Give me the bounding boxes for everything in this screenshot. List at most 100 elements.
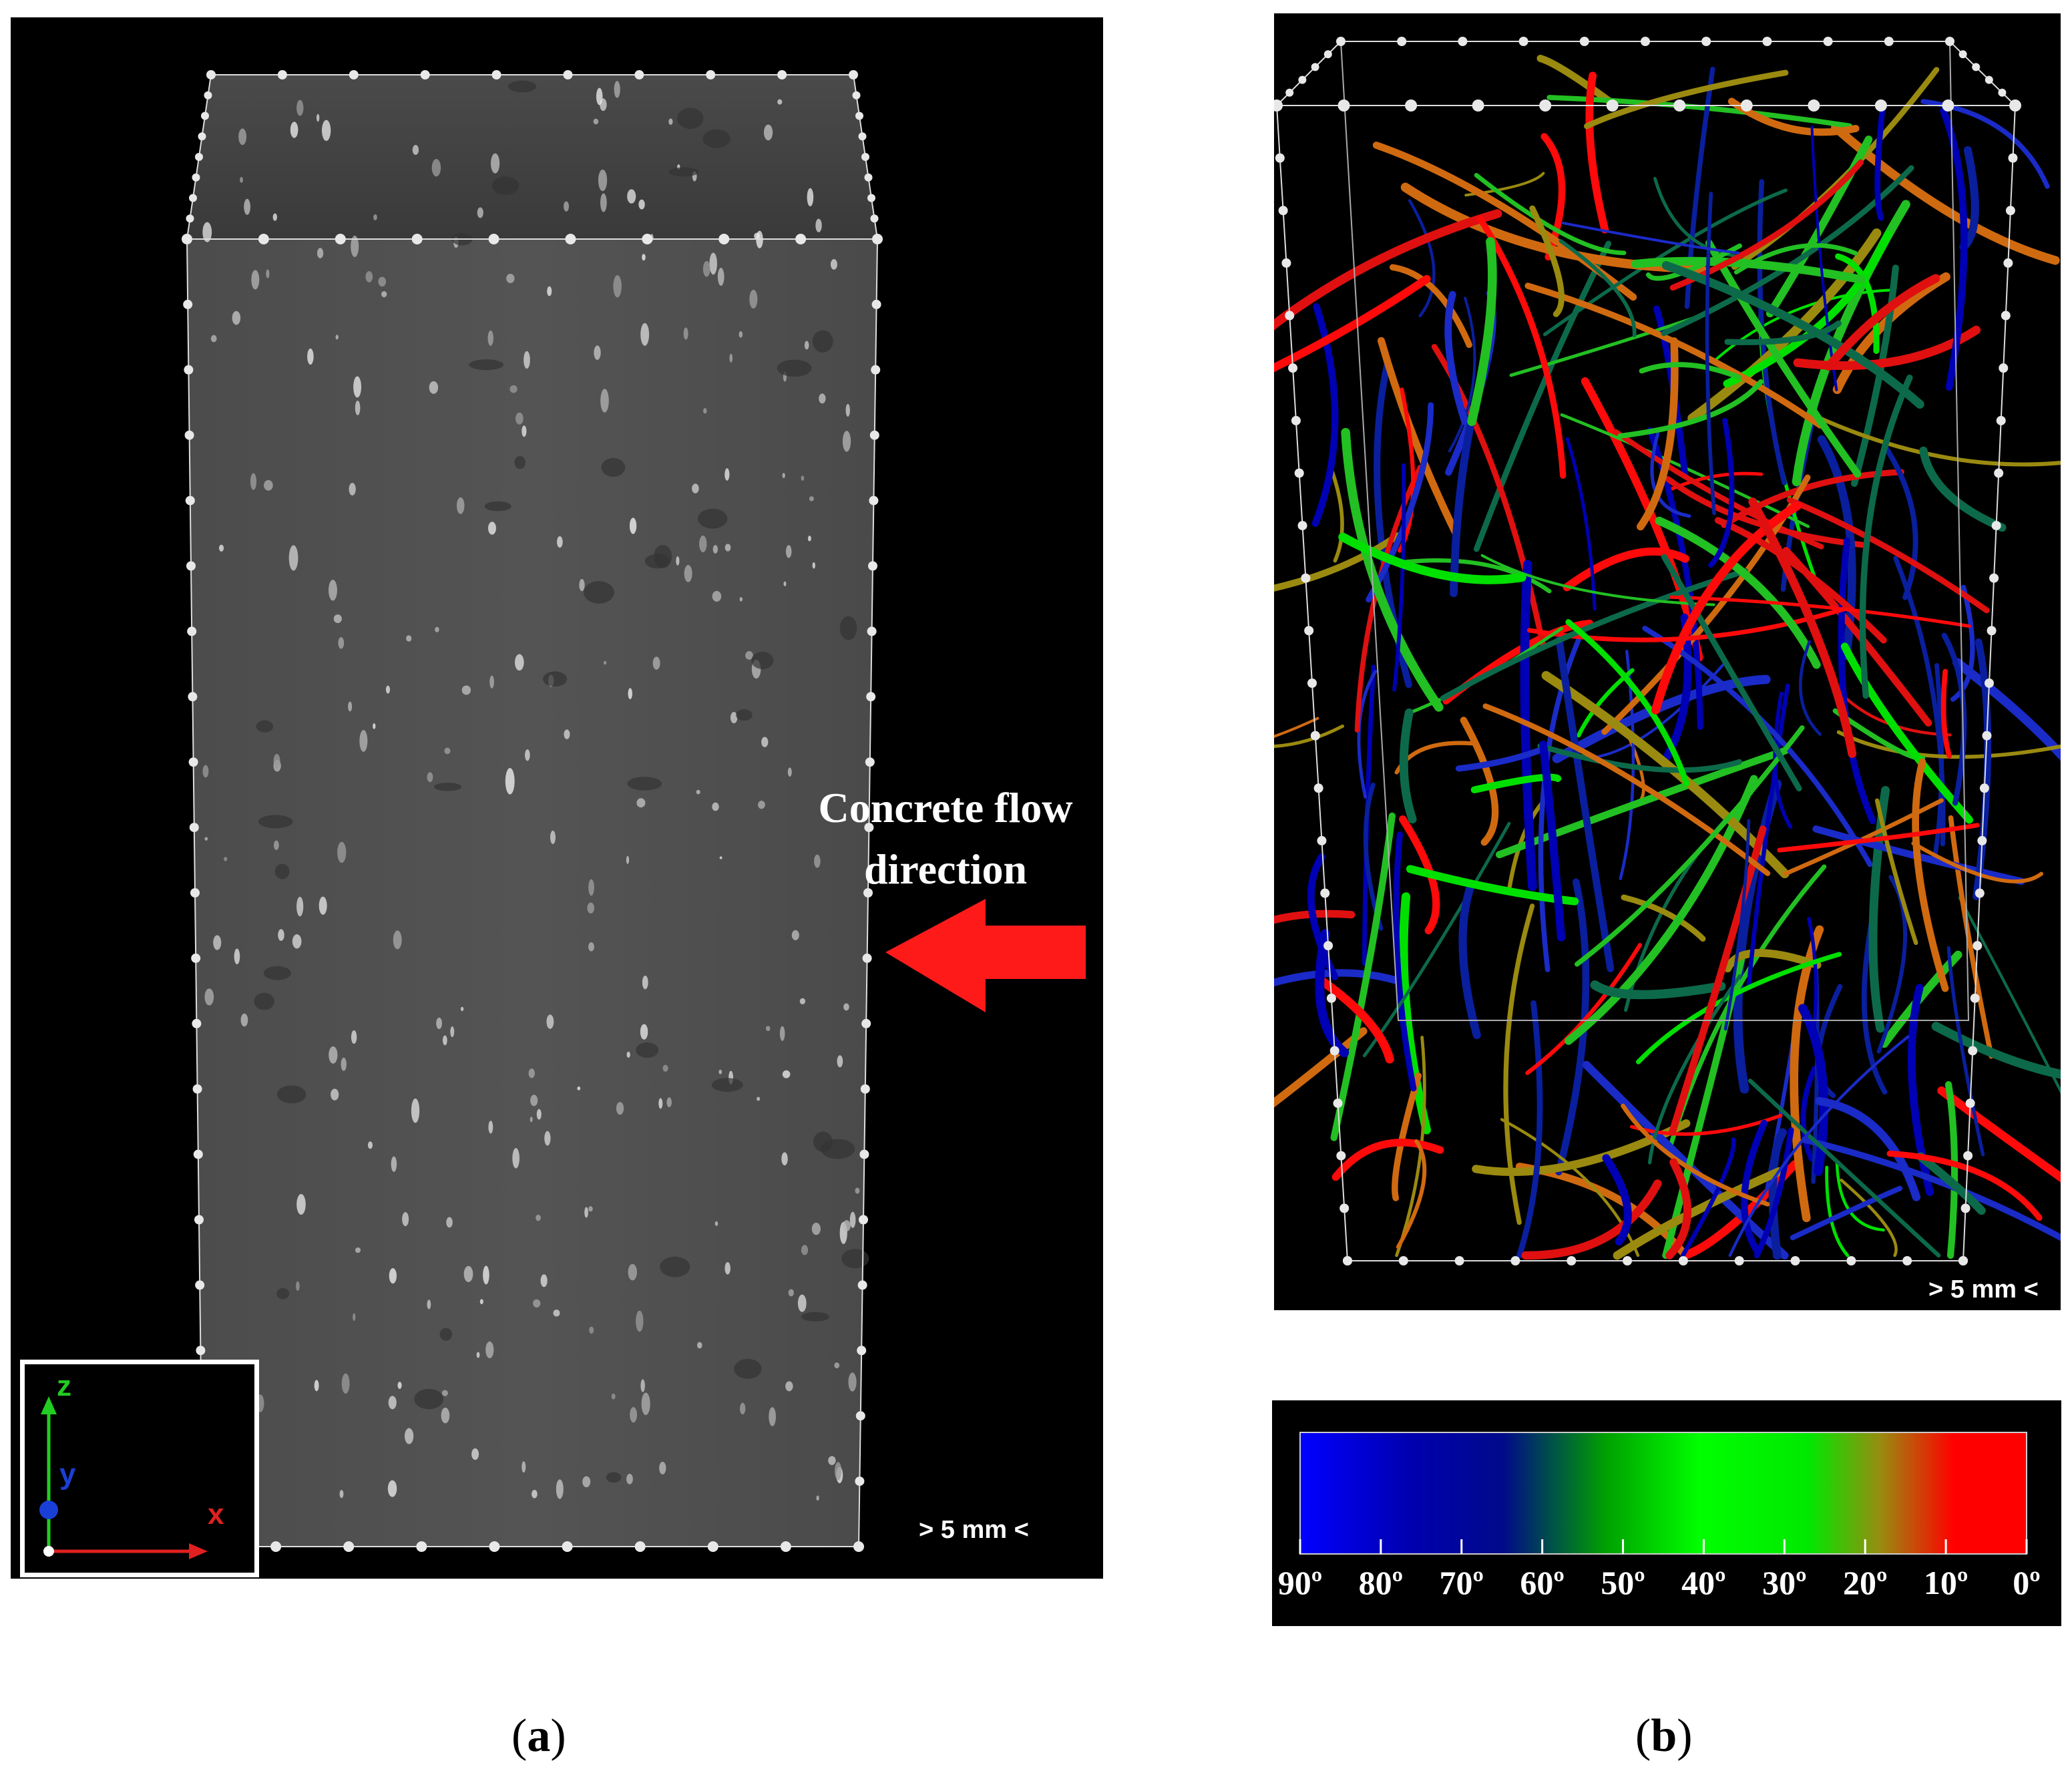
y-axis-label: y <box>59 1458 76 1491</box>
marker-dot <box>204 91 212 100</box>
marker-dot <box>1326 993 1336 1003</box>
fiber <box>1460 717 1499 846</box>
speckle <box>359 730 368 752</box>
speckle <box>588 879 594 896</box>
speckle <box>611 1393 616 1400</box>
fiber <box>1503 904 1535 1225</box>
marker-dot <box>864 173 873 182</box>
fiber <box>1669 595 1971 628</box>
speckle <box>603 660 607 665</box>
marker-dot <box>634 1541 646 1552</box>
fiber <box>1783 798 1944 876</box>
marker-dot <box>1641 37 1650 46</box>
fiber <box>1448 296 1476 453</box>
speckle <box>393 930 402 950</box>
void <box>584 581 614 604</box>
fiber <box>1669 159 1864 291</box>
void <box>514 455 526 469</box>
speckle <box>204 988 214 1006</box>
marker-dot <box>189 823 199 833</box>
marker-dot <box>1274 102 1281 110</box>
speckle <box>329 1046 338 1064</box>
void <box>254 992 274 1010</box>
speckle <box>797 1294 807 1312</box>
marker-dot <box>258 234 269 244</box>
fiber <box>1824 274 1940 371</box>
speckle <box>600 193 607 212</box>
marker-dot <box>187 626 197 636</box>
speckle <box>550 830 556 844</box>
fiber <box>1455 744 1551 772</box>
speckle <box>444 747 451 755</box>
speckle <box>782 473 785 479</box>
marker-dot <box>871 299 881 309</box>
speckle <box>485 1341 494 1358</box>
fiber <box>1330 812 1396 1141</box>
caption-b-close: ) <box>1677 1710 1693 1762</box>
void <box>734 1358 762 1379</box>
marker-dot <box>863 888 873 898</box>
speckle <box>712 590 722 602</box>
marker-dot <box>2003 258 2013 268</box>
speckle <box>577 1086 581 1091</box>
speckle <box>719 856 722 859</box>
void <box>777 359 812 377</box>
marker-dot <box>1994 468 2004 478</box>
speckle <box>640 323 650 346</box>
speckle <box>307 348 314 365</box>
void <box>491 176 520 195</box>
fiber <box>1331 1139 1444 1181</box>
speckle <box>684 565 692 582</box>
marker-dot <box>853 1541 864 1552</box>
speckle <box>353 1313 356 1322</box>
speckle <box>842 431 851 452</box>
speckle <box>588 1206 593 1212</box>
fiber <box>1474 172 1627 256</box>
flow-label-line1: Concrete flow <box>818 784 1073 831</box>
marker-dot <box>869 496 879 506</box>
marker-dot <box>186 214 194 223</box>
fiber <box>1669 825 1767 1136</box>
fiber <box>1711 288 1894 363</box>
speckle <box>530 1095 538 1107</box>
fiber <box>1274 717 1319 738</box>
fiber <box>1836 730 2061 759</box>
speckle <box>351 235 359 258</box>
speckle <box>292 934 302 949</box>
speckle <box>724 544 731 552</box>
fiber <box>1621 1103 1770 1207</box>
fiber <box>1524 282 1824 429</box>
fiber <box>1874 798 1918 946</box>
fiber <box>1602 1154 1632 1246</box>
marker-dot <box>861 153 869 161</box>
speckle <box>714 1221 718 1226</box>
speckle <box>640 1024 648 1040</box>
colorbar-tick-label: 80º <box>1358 1564 1404 1601</box>
speckle <box>406 635 412 642</box>
fiber <box>1799 640 1822 736</box>
fiber <box>1536 54 1616 108</box>
speckle <box>600 389 609 413</box>
marker-dot <box>565 234 576 244</box>
fiber <box>1500 1118 1640 1257</box>
speckle <box>487 330 493 346</box>
void <box>274 863 290 879</box>
speckle <box>785 545 792 558</box>
speckle <box>628 1263 637 1281</box>
speckle <box>234 948 240 965</box>
fiber <box>1665 476 1870 548</box>
speckle <box>441 1407 450 1424</box>
speckle <box>540 1274 548 1288</box>
speckle <box>652 656 660 670</box>
fiber <box>1562 222 1740 254</box>
speckle <box>584 1207 588 1218</box>
marker-dot <box>855 112 863 120</box>
fiber <box>1480 554 1715 606</box>
marker-dot <box>867 194 875 202</box>
speckle <box>843 1003 849 1011</box>
marker-dot <box>706 70 716 79</box>
void <box>660 1256 690 1277</box>
fiber <box>1859 374 1913 699</box>
marker-dot <box>194 1215 204 1225</box>
marker-dot <box>858 132 867 141</box>
